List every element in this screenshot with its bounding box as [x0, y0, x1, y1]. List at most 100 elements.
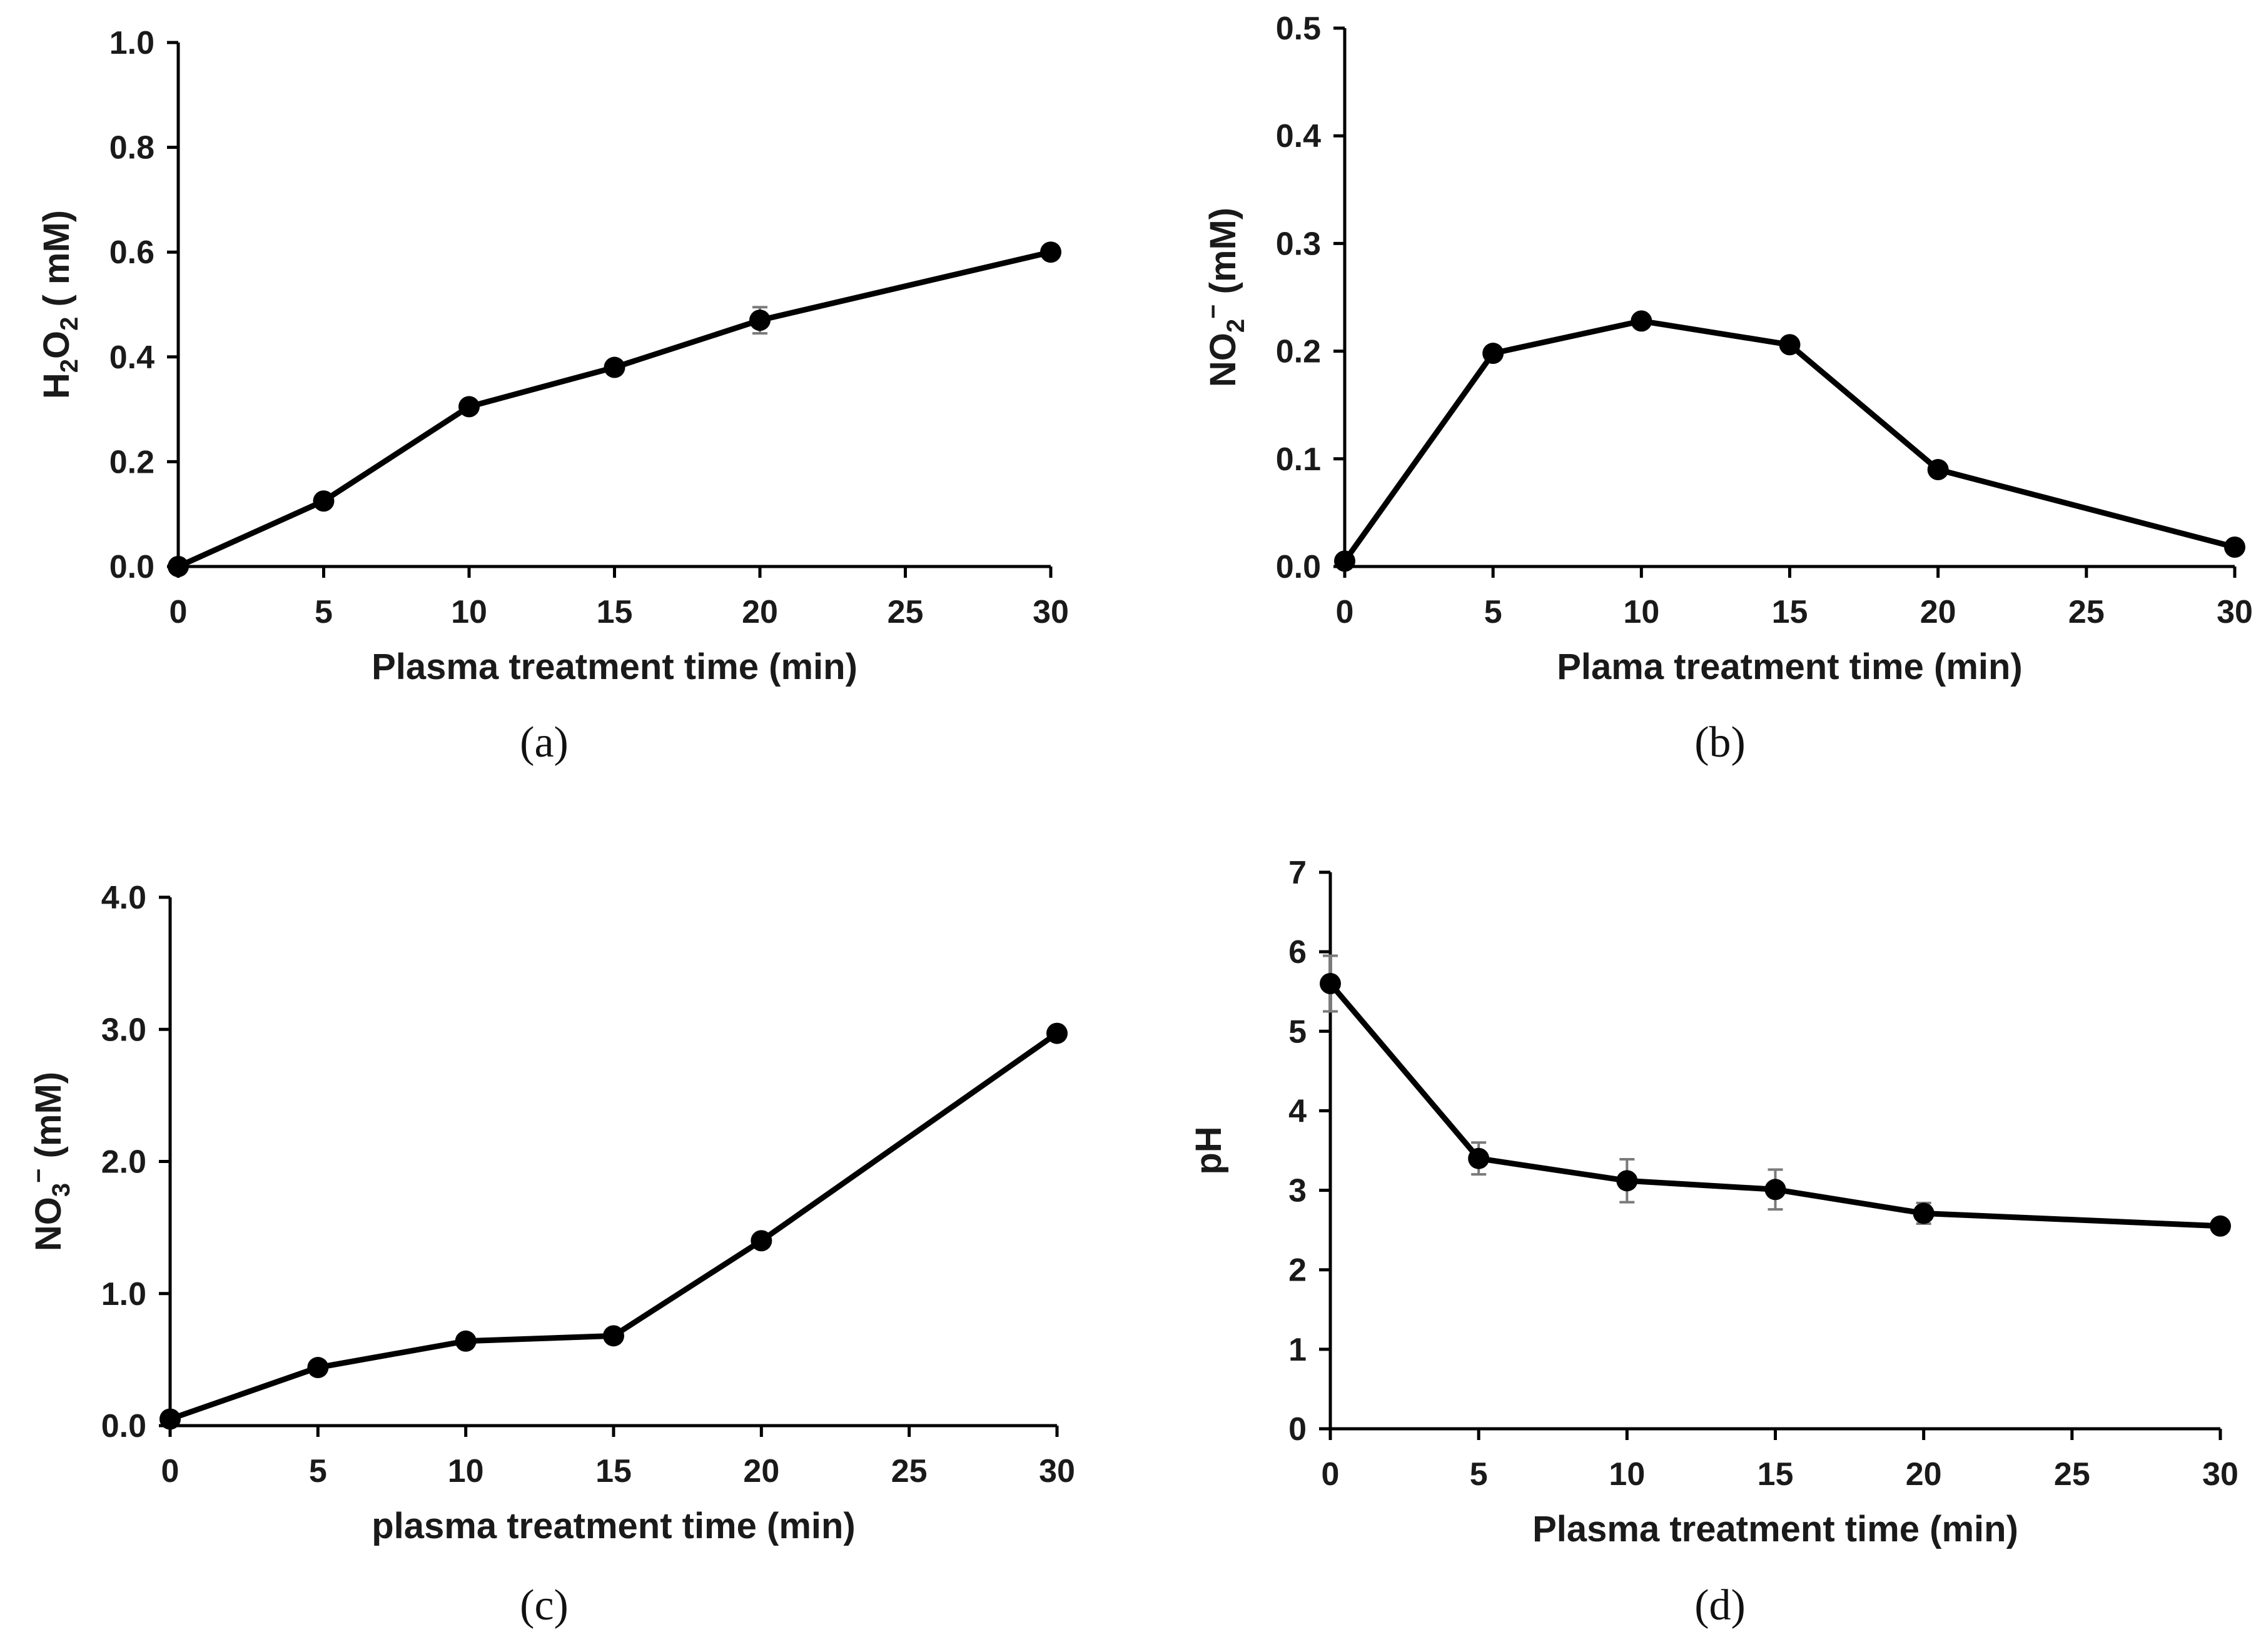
- y-tick-label: 0.0: [109, 549, 154, 585]
- x-axis-title: Plama treatment time (min): [1557, 647, 2023, 687]
- data-point: [1468, 1147, 1490, 1169]
- x-tick-label: 30: [2202, 1456, 2238, 1493]
- y-tick-label: 0.5: [1276, 11, 1321, 47]
- data-point: [1913, 1202, 1935, 1224]
- x-tick-label: 0: [161, 1453, 180, 1489]
- data-point: [1631, 310, 1652, 332]
- y-axis-title-part: H: [36, 373, 77, 399]
- x-tick-label: 10: [448, 1453, 484, 1489]
- y-axis-title-part: 2: [1222, 319, 1250, 333]
- y-axis-title-part: O: [36, 331, 77, 359]
- data-point: [1764, 1179, 1786, 1201]
- x-tick-label: 5: [309, 1453, 327, 1489]
- y-axis-title: NO2− (mM): [1200, 208, 1250, 387]
- y-tick-label: 0.2: [1276, 334, 1321, 370]
- x-tick-label: 5: [1484, 594, 1502, 630]
- x-tick-label: 20: [1906, 1456, 1942, 1493]
- y-axis-title-part: (mM): [28, 1072, 69, 1169]
- panel-label: (b): [1694, 718, 1746, 767]
- y-tick-label: 4.0: [101, 880, 146, 916]
- data-point: [2224, 536, 2245, 558]
- series-line-H2O2: [177, 249, 1052, 570]
- x-tick-label: 15: [1758, 1456, 1794, 1493]
- y-tick-label: 6: [1288, 934, 1307, 970]
- x-tick-label: 30: [2217, 594, 2253, 630]
- chart-panel-b: 0.0 0.1 0.2 0.3 0.4 0.5 0 5 10 15 20 25 30 Plama trea…: [1200, 11, 2253, 767]
- x-tick-label: 20: [743, 1453, 779, 1489]
- x-axis-title: plasma treatment time (min): [372, 1506, 856, 1546]
- panel-label: (c): [520, 1581, 569, 1629]
- x-tick-label: 15: [597, 594, 633, 630]
- y-axis-title-part: (mM): [1203, 208, 1243, 305]
- y-axis-title-part: NO: [28, 1197, 69, 1251]
- x-tick-label: 15: [595, 1453, 632, 1489]
- y-tick-label: 0.3: [1276, 226, 1321, 262]
- y-tick-label: 2.0: [101, 1144, 146, 1181]
- series-line-NO2-: [1342, 318, 2236, 563]
- data-point: [1334, 550, 1355, 572]
- y-tick-label: 0.2: [109, 444, 154, 480]
- x-axis-title: Plasma treatment time (min): [1532, 1509, 2018, 1549]
- chart-panel-d: 0 1 2 3 4 5 6 7 0 5 10 15 20 25 30 Plasma treatment tim…: [1188, 855, 2238, 1629]
- data-point: [1320, 973, 1341, 994]
- y-axis-title-part: pH: [1188, 1126, 1229, 1174]
- data-point: [1779, 334, 1801, 356]
- y-tick-label: 1: [1288, 1332, 1307, 1368]
- series-line-NO3-: [169, 1030, 1059, 1422]
- y-tick-label: 2: [1288, 1252, 1307, 1289]
- y-tick-label: 3.0: [101, 1012, 146, 1048]
- y-tick-label: 3: [1288, 1173, 1307, 1209]
- y-tick-label: 0.0: [101, 1408, 146, 1444]
- x-tick-label: 25: [888, 594, 924, 630]
- y-tick-label: 7: [1288, 855, 1307, 891]
- y-tick-label: 0: [1288, 1411, 1307, 1448]
- data-point: [603, 1325, 624, 1347]
- x-tick-label: 0: [1336, 594, 1354, 630]
- y-axis-title-part: −: [25, 1169, 53, 1183]
- x-axis-title: Plasma treatment time (min): [372, 647, 857, 687]
- y-axis-title: NO3− (mM): [25, 1072, 75, 1251]
- data-point: [749, 310, 771, 331]
- x-tick-label: 10: [1623, 594, 1659, 630]
- y-tick-label: 4: [1288, 1093, 1307, 1129]
- data-point: [455, 1330, 477, 1352]
- data-point: [1927, 459, 1949, 481]
- y-tick-label: 0.8: [109, 130, 154, 166]
- y-tick-label: 0.4: [109, 340, 154, 376]
- y-tick-label: 1.0: [109, 25, 154, 61]
- x-tick-label: 20: [742, 594, 778, 630]
- data-point: [159, 1408, 181, 1430]
- x-tick-label: 25: [891, 1453, 928, 1489]
- y-tick-label: 0.4: [1276, 118, 1321, 154]
- x-tick-label: 0: [1322, 1456, 1340, 1493]
- x-tick-label: 25: [2068, 594, 2105, 630]
- series-line-pH: [1328, 982, 2221, 1229]
- data-point: [307, 1357, 329, 1379]
- y-axis-title-part: 3: [48, 1183, 75, 1197]
- chart-panel-a: 0.0 0.2 0.4 0.6 0.8 1.0 0 5 10 15 20 25 30 Plasma tre…: [36, 25, 1069, 767]
- y-tick-label: 5: [1288, 1014, 1307, 1050]
- data-point: [168, 556, 189, 577]
- data-point: [1616, 1170, 1638, 1192]
- data-point: [2210, 1215, 2231, 1237]
- data-point: [1040, 241, 1061, 263]
- x-tick-label: 5: [315, 594, 333, 630]
- y-tick-label: 0.0: [1276, 549, 1321, 585]
- y-axis-title-part: NO: [1203, 333, 1243, 387]
- x-tick-label: 15: [1772, 594, 1808, 630]
- data-point: [313, 490, 335, 512]
- x-tick-label: 25: [2054, 1456, 2090, 1493]
- y-tick-label: 1.0: [101, 1276, 146, 1312]
- x-tick-label: 30: [1039, 1453, 1075, 1489]
- x-tick-label: 5: [1470, 1456, 1488, 1493]
- y-axis-title-part: 2: [56, 359, 83, 373]
- panel-label: (a): [520, 718, 569, 767]
- x-tick-label: 0: [169, 594, 188, 630]
- chart-panel-c: 0.0 1.0 2.0 3.0 4.0 0 5 10 15 20 25 30 plasma treatm…: [25, 880, 1075, 1629]
- data-point: [604, 356, 625, 378]
- x-tick-label: 20: [1920, 594, 1956, 630]
- y-tick-label: 0.6: [109, 234, 154, 271]
- y-axis-title-part: 2: [56, 317, 83, 331]
- x-tick-label: 10: [451, 594, 487, 630]
